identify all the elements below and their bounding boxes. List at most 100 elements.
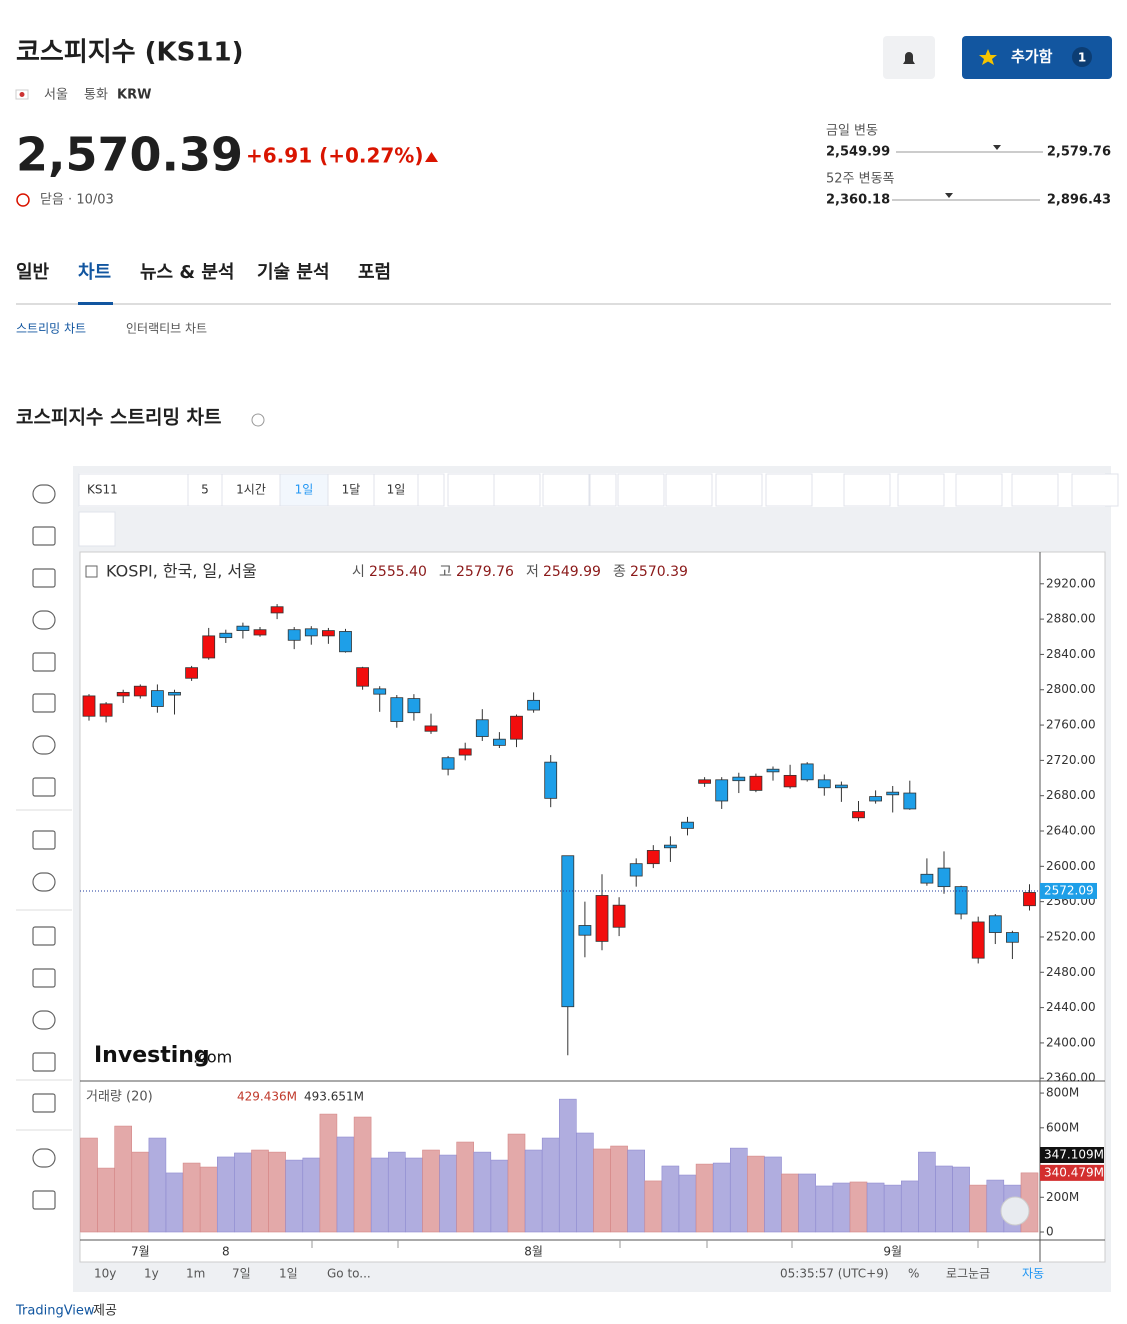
y-tick-label: 2400.00 bbox=[1046, 1035, 1096, 1049]
toolbar-button[interactable] bbox=[955, 473, 1003, 507]
candle bbox=[99, 702, 113, 723]
toolbar-button[interactable] bbox=[715, 473, 763, 507]
range-button[interactable]: 10y bbox=[94, 1267, 116, 1281]
toolbar-button[interactable] bbox=[187, 473, 223, 507]
volume-bar bbox=[490, 1159, 509, 1233]
candle-body bbox=[954, 886, 968, 915]
candle bbox=[732, 772, 746, 794]
toolbar-button[interactable] bbox=[493, 473, 541, 507]
volume-bar bbox=[473, 1151, 492, 1233]
tool-icon[interactable] bbox=[32, 968, 56, 988]
volume-bar bbox=[131, 1151, 150, 1233]
tool-icon[interactable] bbox=[32, 777, 56, 797]
toolbar-button[interactable] bbox=[765, 473, 813, 507]
tool-icon[interactable] bbox=[32, 926, 56, 946]
volume-bar bbox=[883, 1184, 902, 1233]
clock-icon bbox=[16, 193, 30, 207]
scroll-button[interactable] bbox=[1000, 1196, 1030, 1226]
toolbar-button[interactable] bbox=[1011, 473, 1059, 507]
auto-scale[interactable]: 자동 bbox=[1022, 1267, 1044, 1281]
volume-bar bbox=[336, 1136, 355, 1233]
toolbar-button[interactable] bbox=[665, 473, 713, 507]
tool-icon[interactable] bbox=[32, 610, 56, 630]
candle bbox=[766, 766, 780, 781]
volume-bar bbox=[747, 1155, 765, 1233]
volume-bar bbox=[935, 1165, 953, 1233]
tool-icon[interactable] bbox=[32, 1190, 56, 1210]
range-button[interactable]: Go to... bbox=[327, 1267, 371, 1281]
subtab[interactable]: 인터랙티브 차트 bbox=[126, 322, 207, 336]
toolbar-button[interactable] bbox=[617, 473, 665, 507]
tab[interactable]: 기술 분석 bbox=[257, 262, 330, 283]
toolbar-button[interactable] bbox=[589, 473, 617, 507]
tool-icon[interactable] bbox=[32, 1052, 56, 1072]
tool-icon[interactable] bbox=[32, 568, 56, 588]
volume-bar bbox=[524, 1149, 543, 1233]
candle-body bbox=[766, 768, 780, 773]
tool-icon[interactable] bbox=[32, 526, 56, 546]
range-button[interactable]: 1일 bbox=[279, 1267, 298, 1281]
y-tick-label: 2880.00 bbox=[1046, 612, 1096, 626]
tool-icon[interactable] bbox=[32, 1093, 56, 1113]
ohlc-value: 2579.76 bbox=[456, 564, 514, 580]
candle bbox=[253, 627, 267, 637]
toolbar-button[interactable] bbox=[897, 473, 945, 507]
tab[interactable]: 뉴스 & 분석 bbox=[140, 262, 234, 283]
toolbar-button[interactable] bbox=[542, 473, 590, 507]
range-button[interactable]: 1y bbox=[144, 1267, 159, 1281]
y-tick-label: 2680.00 bbox=[1046, 788, 1096, 802]
candle bbox=[817, 774, 831, 796]
tool-icon[interactable] bbox=[32, 1148, 56, 1168]
candle-body bbox=[749, 775, 763, 791]
tool-icon[interactable] bbox=[32, 872, 56, 892]
tab[interactable]: 차트 bbox=[78, 262, 111, 283]
y-tick-label: 0 bbox=[1046, 1225, 1054, 1239]
range-low: 2,549.99 bbox=[826, 145, 890, 160]
y-tick-label: 600M bbox=[1046, 1120, 1079, 1134]
toolbar-button[interactable] bbox=[447, 473, 495, 507]
toolbar-button[interactable] bbox=[1071, 473, 1119, 507]
volume-bar bbox=[541, 1137, 560, 1233]
candle-body bbox=[339, 631, 352, 653]
range-button[interactable]: 7일 bbox=[232, 1267, 251, 1281]
candle-body bbox=[852, 811, 865, 819]
volume-bar bbox=[729, 1147, 748, 1233]
percent[interactable]: % bbox=[908, 1267, 919, 1281]
tool-icon[interactable] bbox=[32, 693, 56, 713]
toolbar-button[interactable] bbox=[373, 473, 419, 507]
candle-body bbox=[869, 796, 882, 802]
toolbar-button[interactable] bbox=[843, 473, 891, 507]
candle-body bbox=[270, 606, 284, 614]
watermark-suffix: .com bbox=[193, 1048, 232, 1067]
time: 05:35:57 (UTC+9) bbox=[780, 1267, 889, 1281]
x-tick-label: 7월 bbox=[131, 1245, 150, 1259]
candle bbox=[168, 689, 181, 715]
tool-icon[interactable] bbox=[32, 652, 56, 672]
tab[interactable]: 일반 bbox=[16, 262, 50, 283]
tool-icon[interactable] bbox=[32, 735, 56, 755]
range-button[interactable]: 1m bbox=[186, 1267, 205, 1281]
toolbar-button[interactable] bbox=[78, 473, 189, 507]
candle bbox=[1006, 930, 1019, 960]
currency: KRW bbox=[117, 88, 151, 103]
y-tick-label: 2760.00 bbox=[1046, 718, 1096, 732]
section-title: 코스피지수 스트리밍 차트 bbox=[16, 407, 222, 429]
volume-bar bbox=[234, 1152, 252, 1233]
volume-bar bbox=[148, 1137, 167, 1233]
volume-value: 429.436M bbox=[237, 1090, 297, 1104]
volume-bar bbox=[182, 1162, 201, 1233]
log-scale[interactable]: 로그눈금 bbox=[946, 1267, 990, 1281]
toolbar-button[interactable] bbox=[417, 473, 445, 507]
alert-tool[interactable] bbox=[78, 511, 116, 547]
tool-icon[interactable] bbox=[32, 1010, 56, 1030]
volume-bar bbox=[610, 1145, 628, 1233]
tab[interactable]: 포럼 bbox=[358, 262, 391, 283]
candle bbox=[937, 851, 951, 894]
candle bbox=[373, 686, 387, 712]
tool-icon[interactable] bbox=[32, 484, 56, 504]
status: 닫음 · 10/03 bbox=[40, 193, 114, 208]
toolbar-button[interactable] bbox=[279, 473, 329, 507]
add-button[interactable] bbox=[962, 36, 1112, 79]
subtab[interactable]: 스트리밍 차트 bbox=[16, 322, 86, 336]
tool-icon[interactable] bbox=[32, 830, 56, 850]
